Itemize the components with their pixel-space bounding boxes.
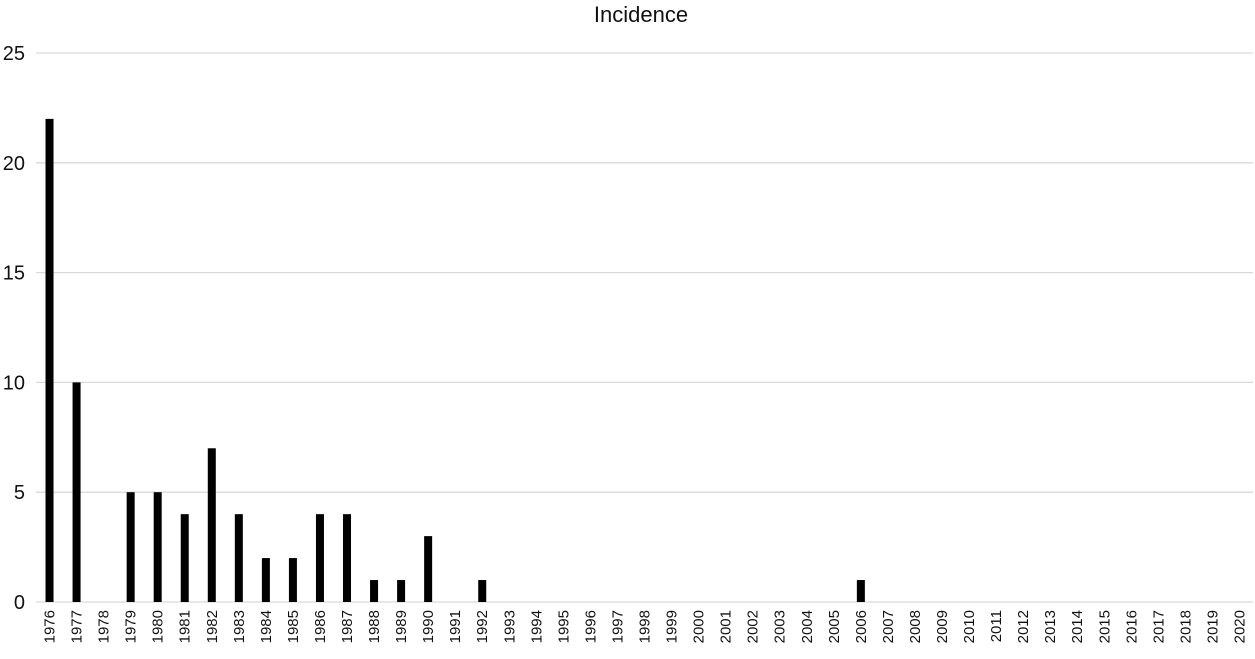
x-axis-tick-labels: 1976 1977 1978 1979 1980 1981 1982 1983 1984 1985… xyxy=(42,610,1249,643)
bar-1992 xyxy=(478,580,487,602)
y-axis-tick-labels: 0 5 10 15 20 25 xyxy=(3,43,25,614)
x-tick-label: 1984 xyxy=(258,610,275,643)
y-tick-label: 0 xyxy=(14,592,25,614)
x-tick-label: 2018 xyxy=(1177,610,1194,643)
x-tick-label: 1998 xyxy=(637,610,654,643)
x-tick-label: 2014 xyxy=(1069,610,1086,643)
x-tick-label: 1999 xyxy=(664,610,681,643)
x-tick-label: 2017 xyxy=(1150,610,1167,643)
x-tick-label: 2007 xyxy=(880,610,897,643)
x-tick-label: 1991 xyxy=(447,610,464,643)
x-tick-label: 2011 xyxy=(988,610,1005,642)
x-tick-label: 1977 xyxy=(69,610,86,643)
y-tick-label: 10 xyxy=(3,372,25,394)
x-tick-label: 1981 xyxy=(177,610,194,643)
x-tick-label: 2001 xyxy=(718,610,735,643)
x-tick-label: 1996 xyxy=(582,610,599,643)
x-tick-label: 2019 xyxy=(1204,610,1221,643)
chart-title: Incidence xyxy=(594,2,688,27)
x-tick-label: 1995 xyxy=(555,610,572,643)
y-tick-label: 25 xyxy=(3,43,25,65)
x-tick-label: 1994 xyxy=(528,610,545,643)
x-tick-label: 1989 xyxy=(393,610,410,643)
x-tick-label: 1982 xyxy=(204,610,221,643)
x-tick-label: 1980 xyxy=(150,610,167,643)
bar-1980 xyxy=(153,492,162,602)
x-tick-label: 2005 xyxy=(826,610,843,643)
bars xyxy=(45,118,865,602)
x-tick-label: 2009 xyxy=(934,610,951,643)
x-tick-label: 2008 xyxy=(907,610,924,643)
bar-1986 xyxy=(315,514,324,602)
x-tick-label: 1979 xyxy=(123,610,140,643)
y-tick-label: 20 xyxy=(3,153,25,175)
bar-2006 xyxy=(856,580,865,602)
x-tick-label: 1986 xyxy=(312,610,329,643)
x-tick-label: 2003 xyxy=(772,610,789,643)
x-tick-label: 1987 xyxy=(339,610,356,643)
bar-1985 xyxy=(288,558,297,602)
bar-1979 xyxy=(126,492,135,602)
y-tick-label: 15 xyxy=(3,263,25,285)
bar-1990 xyxy=(424,536,433,602)
x-tick-label: 2010 xyxy=(961,610,978,643)
x-tick-label: 1990 xyxy=(420,610,437,643)
bar-1989 xyxy=(397,580,406,602)
x-tick-label: 2004 xyxy=(799,610,816,643)
x-tick-label: 2016 xyxy=(1123,610,1140,643)
bar-1977 xyxy=(72,382,81,602)
x-tick-label: 2002 xyxy=(745,610,762,643)
bar-1988 xyxy=(370,580,379,602)
x-tick-label: 2015 xyxy=(1096,610,1113,643)
bar-1976 xyxy=(45,118,54,602)
x-tick-label: 1976 xyxy=(42,610,59,643)
x-tick-label: 1985 xyxy=(285,610,302,643)
bar-1987 xyxy=(343,514,352,602)
bar-1981 xyxy=(180,514,189,602)
x-tick-label: 1993 xyxy=(501,610,518,643)
x-tick-label: 2006 xyxy=(853,610,870,643)
x-tick-label: 1992 xyxy=(474,610,491,643)
x-tick-label: 1997 xyxy=(609,610,626,643)
x-tick-label: 2000 xyxy=(691,610,708,643)
x-tick-label: 2013 xyxy=(1042,610,1059,643)
x-tick-label: 2012 xyxy=(1015,610,1032,643)
bar-1982 xyxy=(207,448,216,602)
y-tick-label: 5 xyxy=(14,482,25,504)
bar-1983 xyxy=(234,514,243,602)
x-tick-label: 1983 xyxy=(231,610,248,643)
x-tick-label: 1988 xyxy=(366,610,383,643)
gridlines xyxy=(36,52,1253,603)
bar-1984 xyxy=(261,558,270,602)
x-tick-label: 2020 xyxy=(1231,610,1248,643)
x-tick-label: 1978 xyxy=(96,610,113,643)
